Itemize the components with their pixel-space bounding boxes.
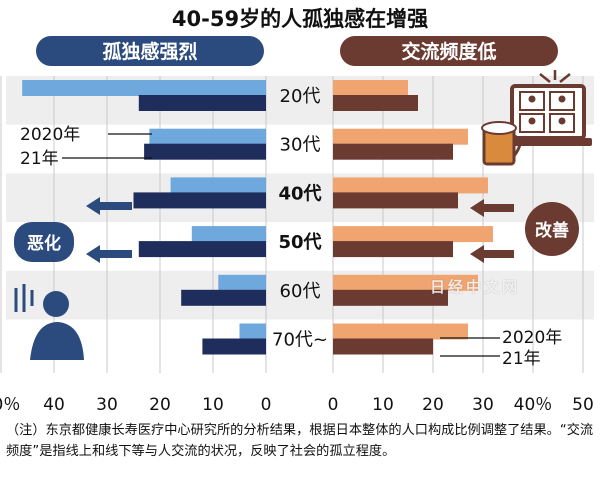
right-axis-tick: 40％ <box>514 395 553 415</box>
right-panel-title: 交流频度低 <box>401 40 496 63</box>
right-legend-2020: 2020年 <box>502 328 562 348</box>
beer-mug-handle <box>512 134 522 157</box>
left-legend-2021: 21年 <box>20 149 59 169</box>
worsen-badge-bg <box>14 222 74 262</box>
left-axis-tick: 20 <box>149 395 171 415</box>
left-panel-header-bg <box>36 36 264 66</box>
improve-arrow <box>470 199 514 217</box>
left-bar-2020 <box>191 226 266 243</box>
laptop-base <box>504 138 592 146</box>
left-bar-2020 <box>170 177 266 194</box>
right-axis-tick: 0 <box>328 395 339 415</box>
right-bar-2020 <box>333 177 488 194</box>
left-axis-tick: 10 <box>202 395 224 415</box>
right-axis-tick: 20 <box>422 395 444 415</box>
left-axis-tick: 30 <box>96 395 118 415</box>
improve-badge-bg <box>525 202 579 256</box>
left-bar-2021 <box>181 289 266 306</box>
video-tile-person <box>528 95 536 103</box>
chart-bars: 20代 30代 40代 50代 60代 70代~ <box>22 80 493 355</box>
right-bar-2020 <box>333 323 468 340</box>
video-tile <box>519 91 545 111</box>
video-tile <box>519 113 545 133</box>
row-band <box>6 270 594 320</box>
worsen-arrow <box>86 197 132 215</box>
lonely-person-lines <box>14 284 34 312</box>
right-axis-tick: 50 <box>572 395 594 415</box>
laptop-video-call-icon <box>504 70 592 146</box>
video-tile <box>549 113 575 133</box>
watermark: 日经中文网 <box>430 278 521 296</box>
left-bar-2020 <box>22 80 267 96</box>
left-bar-2021 <box>202 338 266 355</box>
left-bar-2021 <box>138 95 266 111</box>
left-bar-2021 <box>133 192 266 209</box>
video-tile <box>549 91 575 111</box>
lonely-person-head <box>43 291 69 317</box>
left-axis-tick: 50％ <box>0 395 20 415</box>
worsen-arrow <box>86 245 132 263</box>
left-panel-title: 孤独感强烈 <box>102 40 197 63</box>
right-bar-2021 <box>333 241 453 258</box>
right-bar-2020 <box>333 128 468 145</box>
chart-title: 40-59岁的人孤独感在增强 <box>172 7 428 31</box>
left-bar-2021 <box>138 241 266 258</box>
right-axis-tick: 10 <box>372 395 394 415</box>
improve-badge: 改善 <box>535 220 569 241</box>
right-bar-2020 <box>333 274 478 291</box>
beer-foam <box>481 121 517 135</box>
right-panel-header-bg <box>340 36 558 66</box>
video-tile-person <box>528 117 536 125</box>
right-bar-2021 <box>333 338 433 355</box>
right-bar-2020 <box>333 226 493 243</box>
left-axis-tick: 0 <box>261 395 272 415</box>
right-bar-2020 <box>333 80 408 96</box>
category-label: 40代 <box>278 183 321 204</box>
category-label: 20代 <box>280 86 321 107</box>
worsen-badge: 恶化 <box>27 233 61 254</box>
beer-mug-icon <box>481 121 522 166</box>
left-bar-2020 <box>218 274 266 291</box>
video-tile-person <box>558 117 566 125</box>
category-label: 30代 <box>280 135 321 156</box>
left-bar-2021 <box>144 143 266 160</box>
right-legend-2021: 21年 <box>502 349 541 369</box>
left-bar-2020 <box>239 323 266 340</box>
right-bar-2021 <box>333 95 418 111</box>
improve-arrow <box>470 245 514 263</box>
left-axis-tick: 40 <box>43 395 65 415</box>
footnote: （注）东京都健康长寿医疗中心研究所的分析结果，根据日本整体的人口构成比例调整了结… <box>6 423 594 459</box>
lonely-person-icon <box>14 284 84 360</box>
lonely-person-body <box>30 322 84 360</box>
category-label: 50代 <box>278 232 321 253</box>
right-axis-tick: 30 <box>472 395 494 415</box>
sparkle-lines <box>539 70 571 83</box>
category-label: 60代 <box>280 281 321 302</box>
row-band <box>6 173 594 223</box>
right-bar-2021 <box>333 143 453 160</box>
right-bar-2021 <box>333 192 458 209</box>
left-bar-2020 <box>149 128 266 145</box>
category-label: 70代~ <box>272 330 328 351</box>
left-legend-2020: 2020年 <box>20 125 80 145</box>
right-bar-2021 <box>333 289 448 306</box>
video-tile-person <box>558 95 566 103</box>
